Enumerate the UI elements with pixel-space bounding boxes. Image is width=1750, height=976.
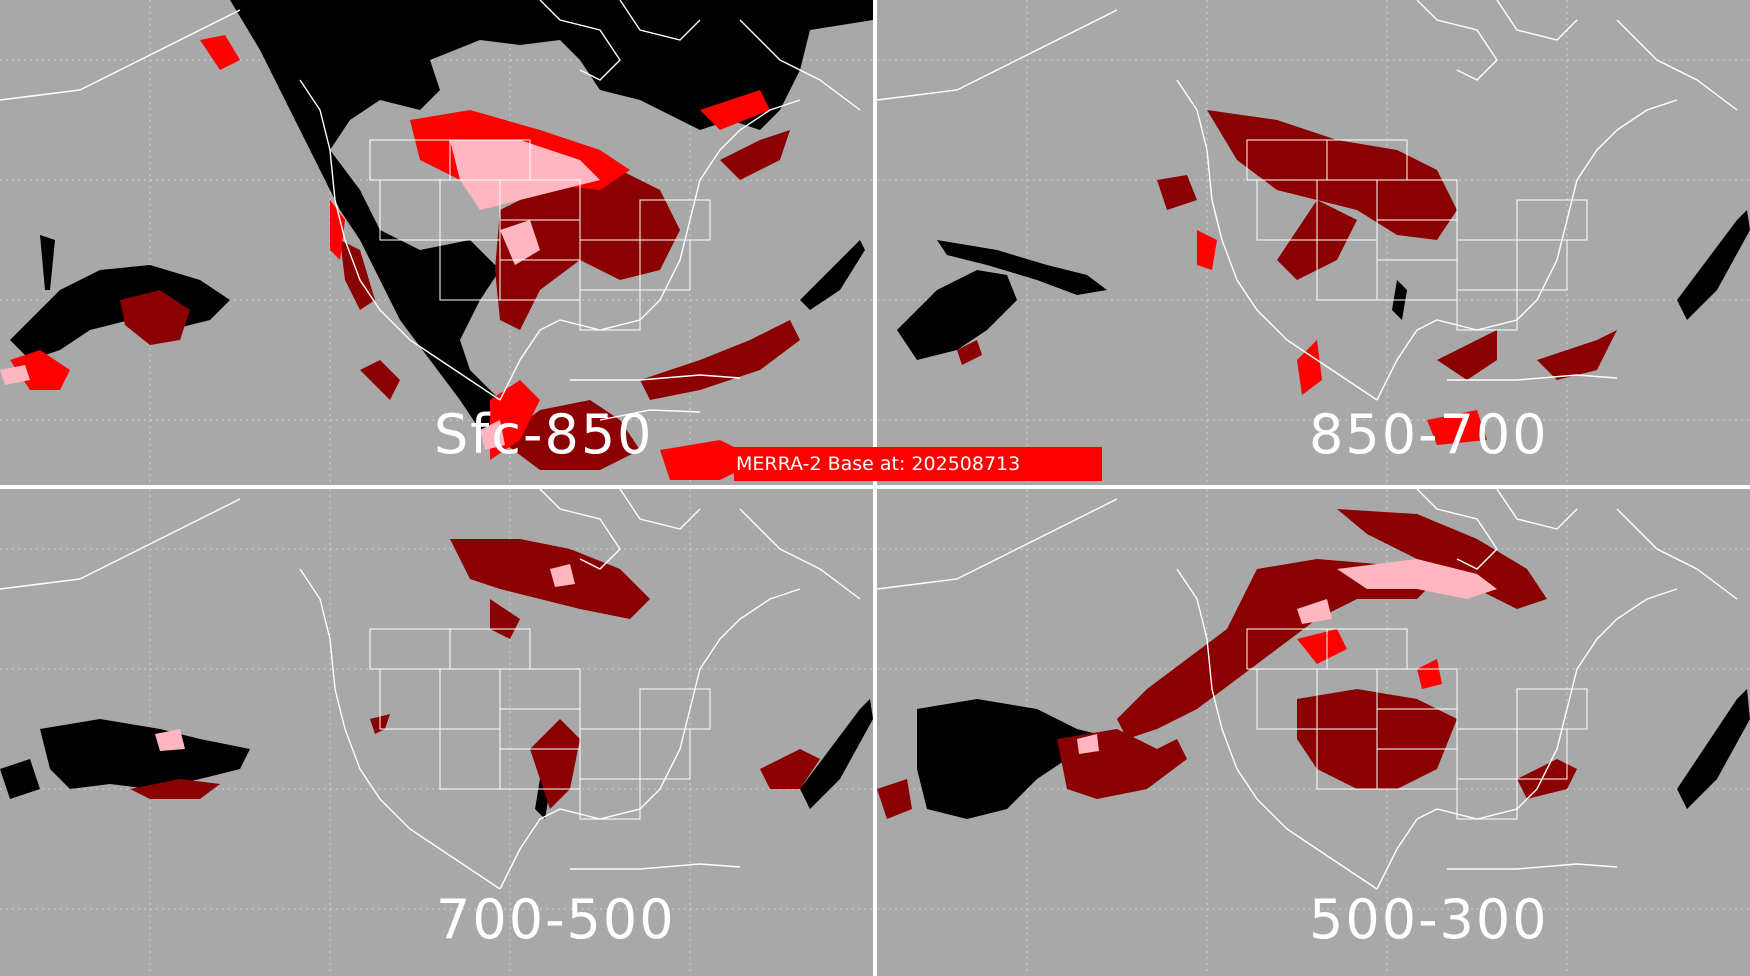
masked-region [10,0,873,430]
panel-label-850-700: 850-700 [1309,403,1549,466]
state-borders [1246,628,1588,820]
base-date-banner: MERRA-2 Base at: 202508713 [734,447,1102,481]
dark-red-region [130,539,820,809]
coastlines [877,489,1738,890]
graticule [877,0,1750,485]
pink-region [1077,559,1497,754]
panel-label-500-300: 500-300 [1309,888,1549,951]
coastlines [0,489,861,890]
map-850-700 [877,0,1750,485]
coastlines [877,0,1738,401]
map-700-500 [0,489,873,974]
panel-sfc-850: Sfc-850 [0,0,873,485]
pink-region [0,140,600,450]
panel-700-500: 700-500 [0,489,873,974]
state-borders [1246,139,1588,331]
panel-500-300: 500-300 [877,489,1750,974]
map-sfc-850 [0,0,873,485]
horizontal-divider [0,485,1750,489]
dark-red-region [120,130,800,470]
panel-label-sfc-850: Sfc-850 [434,403,654,466]
state-borders [369,628,711,820]
masked-region [0,699,873,819]
red-region [1297,629,1442,689]
state-borders [369,139,711,331]
map-500-300 [877,489,1750,974]
red-region [1197,230,1487,445]
panel-label-700-500: 700-500 [436,888,676,951]
panel-850-700: 850-700 [877,0,1750,485]
pink-region [155,564,575,751]
coastlines [0,0,861,421]
masked-region [897,210,1750,360]
